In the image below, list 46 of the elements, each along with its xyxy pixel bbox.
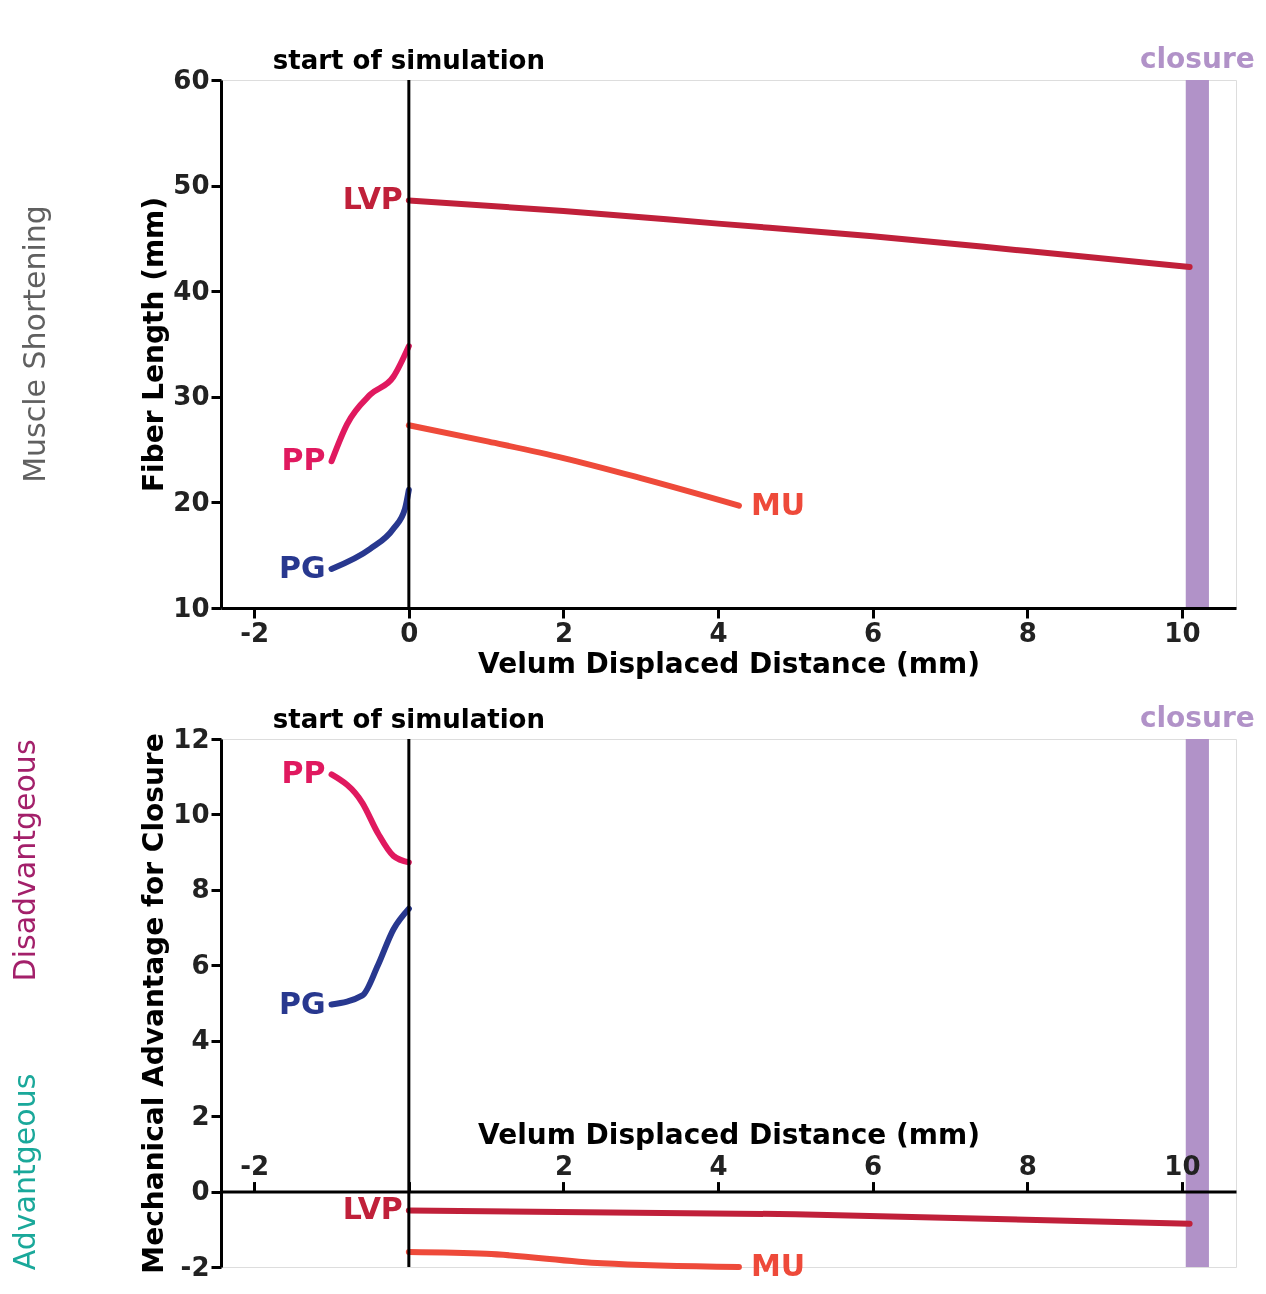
x-tick-label: 8: [1018, 617, 1037, 648]
series-label: MU: [750, 486, 806, 522]
y-tick-label: 50: [173, 170, 210, 201]
y-tick-label: 4: [191, 1025, 210, 1056]
text: Muscle Shortening: [17, 205, 52, 483]
series-label: PG: [278, 549, 326, 585]
y-axis-title: Fiber Length (mm): [137, 196, 171, 493]
series-label: PG: [278, 985, 326, 1021]
series-label: LVP: [342, 181, 403, 217]
y-tick-label: 6: [191, 949, 210, 980]
y-tick-label: 10: [173, 592, 210, 623]
x-tick-label: 2: [554, 1151, 573, 1182]
x-axis-title: Velum Displaced Distance (mm): [477, 646, 981, 680]
band-label: closure: [1139, 701, 1255, 734]
x-tick-label: 4: [709, 617, 728, 648]
y-tick-label: 60: [173, 64, 210, 95]
text: Advantgeous: [7, 1073, 42, 1271]
y-tick-label: 40: [173, 275, 210, 306]
x-tick-label: 10: [1164, 1151, 1201, 1182]
x-tick-label: 0: [400, 617, 419, 648]
ref-line-label: start of simulation: [272, 704, 545, 734]
series-label: LVP: [342, 1191, 403, 1227]
x-tick-label: 4: [709, 1151, 728, 1182]
ref-line-label: start of simulation: [272, 45, 545, 75]
band-label: closure: [1139, 42, 1255, 75]
x-tick-label: 6: [864, 617, 883, 648]
x-tick-label: 10: [1164, 617, 1201, 648]
x-tick-label: -2: [240, 617, 270, 648]
y-tick-label: 30: [173, 381, 210, 412]
y-tick-label: 2: [191, 1100, 210, 1131]
y-tick-label: 0: [191, 1176, 210, 1207]
x-axis-title: Velum Displaced Distance (mm): [477, 1118, 981, 1152]
series-label: PP: [281, 755, 326, 791]
y-tick-label: 8: [191, 874, 210, 905]
y-tick-label: -2: [180, 1251, 210, 1282]
y-tick-label: 12: [173, 723, 210, 754]
y-tick-label: 20: [173, 486, 210, 517]
x-tick-label: 6: [864, 1151, 883, 1182]
series-label: MU: [750, 1248, 806, 1283]
x-tick-label: 2: [554, 617, 573, 648]
y-tick-label: 10: [173, 798, 210, 829]
x-tick-label: 8: [1018, 1151, 1037, 1182]
series-label: PP: [281, 442, 326, 478]
text: Disadvantgeous: [7, 739, 42, 982]
y-axis-title: Mechanical Advantage for Closure: [137, 733, 171, 1274]
x-tick-label: -2: [240, 1151, 270, 1182]
